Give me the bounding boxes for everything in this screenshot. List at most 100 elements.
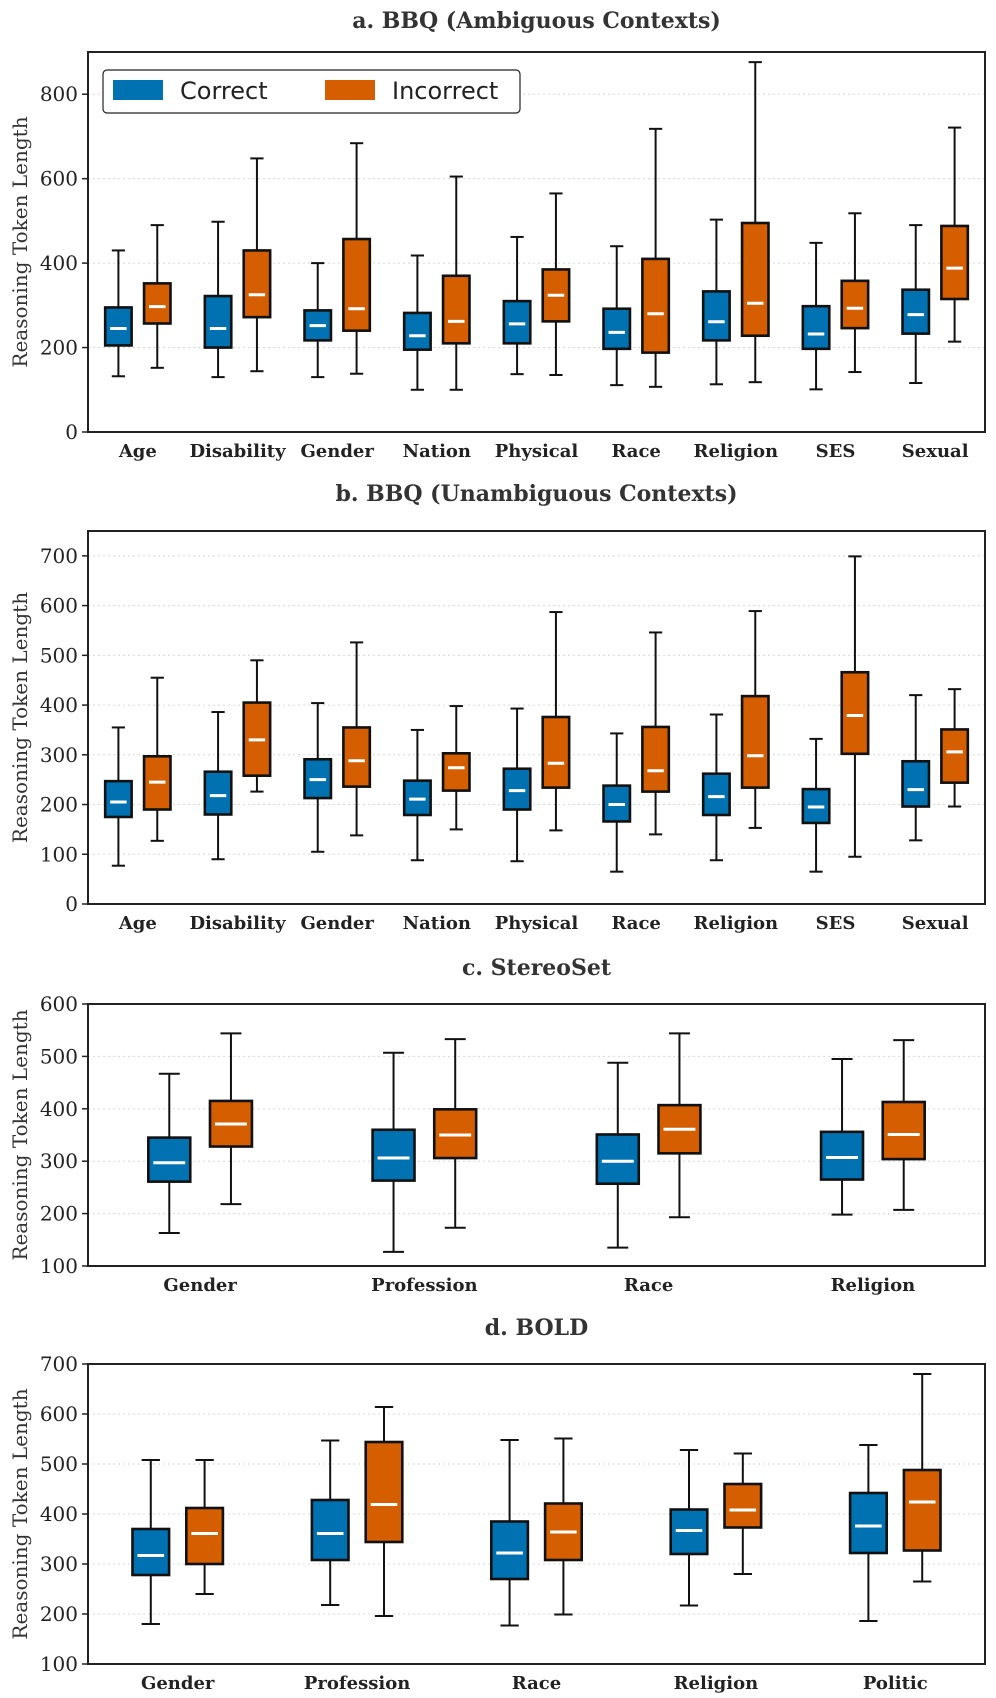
box-correct-sexual bbox=[901, 694, 931, 842]
box-incorrect-disability bbox=[242, 157, 272, 373]
iqr-box bbox=[801, 304, 831, 351]
y-tick-label: 100 bbox=[40, 1254, 78, 1278]
y-tick-label: 400 bbox=[40, 1097, 78, 1121]
iqr-box bbox=[310, 1498, 350, 1562]
box-correct-religion bbox=[669, 1449, 709, 1607]
x-tick-label: Physical bbox=[495, 913, 579, 934]
box-incorrect-profession bbox=[432, 1038, 478, 1229]
iqr-box bbox=[142, 282, 172, 325]
x-tick-label: Race bbox=[611, 441, 660, 462]
x-tick-label: Profession bbox=[304, 1673, 410, 1694]
box-correct-profession bbox=[371, 1051, 416, 1253]
x-tick-label: Gender bbox=[300, 441, 374, 462]
plot-frame bbox=[87, 530, 986, 905]
iqr-box bbox=[701, 290, 731, 342]
iqr-box bbox=[595, 1133, 641, 1186]
box-correct-sexual bbox=[901, 224, 931, 385]
panel-title: a. BBQ (Ambiguous Contexts) bbox=[352, 8, 721, 34]
iqr-box bbox=[701, 772, 731, 817]
box-incorrect-physical bbox=[541, 192, 571, 376]
legend-frame bbox=[102, 69, 521, 114]
x-tick-label: Religion bbox=[831, 1275, 916, 1296]
box-correct-gender bbox=[131, 1459, 171, 1625]
box-correct-gender bbox=[303, 262, 333, 379]
y-axis-label: Reasoning Token Length bbox=[8, 1009, 32, 1260]
box-correct-nation bbox=[402, 728, 432, 862]
box-incorrect-gender bbox=[342, 641, 372, 837]
iqr-box bbox=[502, 767, 532, 811]
x-tick-label: Politic bbox=[863, 1673, 928, 1694]
x-tick-label: Disability bbox=[189, 913, 286, 934]
iqr-box bbox=[840, 279, 870, 330]
iqr-box bbox=[602, 307, 632, 351]
iqr-box bbox=[541, 715, 571, 789]
y-axis-label: Reasoning Token Length bbox=[8, 1388, 32, 1639]
plot-frame bbox=[87, 51, 986, 433]
box-correct-ses bbox=[801, 737, 831, 873]
y-tick-label: 100 bbox=[40, 842, 78, 866]
box-correct-disability bbox=[203, 711, 233, 861]
box-correct-nation bbox=[402, 254, 432, 391]
plot-frame bbox=[87, 1003, 986, 1267]
iqr-box bbox=[371, 1128, 416, 1182]
box-incorrect-ses bbox=[840, 212, 870, 374]
y-tick-label: 500 bbox=[40, 1452, 78, 1476]
x-tick-label: Race bbox=[512, 1673, 561, 1694]
x-tick-label: Profession bbox=[371, 1275, 477, 1296]
y-tick-label: 200 bbox=[40, 793, 78, 817]
iqr-box bbox=[902, 1468, 942, 1552]
box-correct-race bbox=[602, 732, 632, 873]
iqr-box bbox=[364, 1440, 404, 1544]
y-tick-label: 300 bbox=[40, 743, 78, 767]
y-tick-label: 600 bbox=[40, 167, 78, 191]
box-incorrect-nation bbox=[441, 705, 471, 831]
iqr-box bbox=[901, 759, 931, 808]
iqr-box bbox=[723, 1482, 763, 1529]
legend-swatch-correct bbox=[113, 80, 163, 100]
iqr-box bbox=[203, 770, 233, 816]
iqr-box bbox=[641, 725, 671, 793]
y-tick-label: 100 bbox=[40, 1652, 78, 1676]
box-incorrect-gender bbox=[185, 1459, 225, 1595]
y-tick-label: 0 bbox=[65, 420, 78, 444]
x-tick-label: SES bbox=[816, 913, 856, 934]
box-correct-physical bbox=[502, 707, 532, 863]
iqr-box bbox=[819, 1130, 865, 1181]
y-tick-label: 400 bbox=[40, 251, 78, 275]
iqr-box bbox=[147, 1136, 192, 1183]
iqr-box bbox=[840, 670, 870, 756]
y-tick-label: 500 bbox=[40, 643, 78, 667]
y-tick-label: 500 bbox=[40, 1044, 78, 1068]
y-tick-label: 800 bbox=[40, 82, 78, 106]
box-correct-race bbox=[595, 1061, 641, 1249]
panel-title: c. StereoSet bbox=[462, 955, 612, 981]
box-incorrect-disability bbox=[242, 659, 272, 793]
x-tick-label: Race bbox=[624, 1275, 673, 1296]
legend-label-incorrect: Incorrect bbox=[392, 77, 498, 105]
box-incorrect-religion bbox=[740, 610, 770, 829]
iqr-box bbox=[103, 779, 133, 819]
legend: Correct Incorrect bbox=[102, 69, 521, 114]
iqr-box bbox=[185, 1506, 225, 1566]
box-correct-religion bbox=[701, 713, 731, 862]
x-tick-label: Physical bbox=[495, 441, 579, 462]
y-tick-label: 700 bbox=[40, 1352, 78, 1376]
iqr-box bbox=[342, 237, 372, 332]
box-incorrect-politic bbox=[902, 1373, 942, 1583]
box-correct-gender bbox=[147, 1072, 192, 1234]
box-correct-politic bbox=[848, 1444, 888, 1622]
iqr-box bbox=[242, 249, 272, 319]
iqr-box bbox=[402, 311, 432, 351]
box-correct-race bbox=[602, 245, 632, 387]
iqr-box bbox=[502, 299, 532, 345]
box-correct-profession bbox=[310, 1439, 350, 1606]
y-axis-label: Reasoning Token Length bbox=[8, 116, 32, 367]
box-incorrect-age bbox=[142, 224, 172, 369]
box-incorrect-sexual bbox=[940, 688, 970, 808]
y-tick-label: 300 bbox=[40, 1552, 78, 1576]
x-tick-label: Religion bbox=[694, 441, 779, 462]
y-tick-label: 200 bbox=[40, 336, 78, 360]
box-incorrect-race bbox=[641, 127, 671, 388]
box-incorrect-profession bbox=[364, 1406, 404, 1617]
box-incorrect-race bbox=[657, 1032, 702, 1219]
